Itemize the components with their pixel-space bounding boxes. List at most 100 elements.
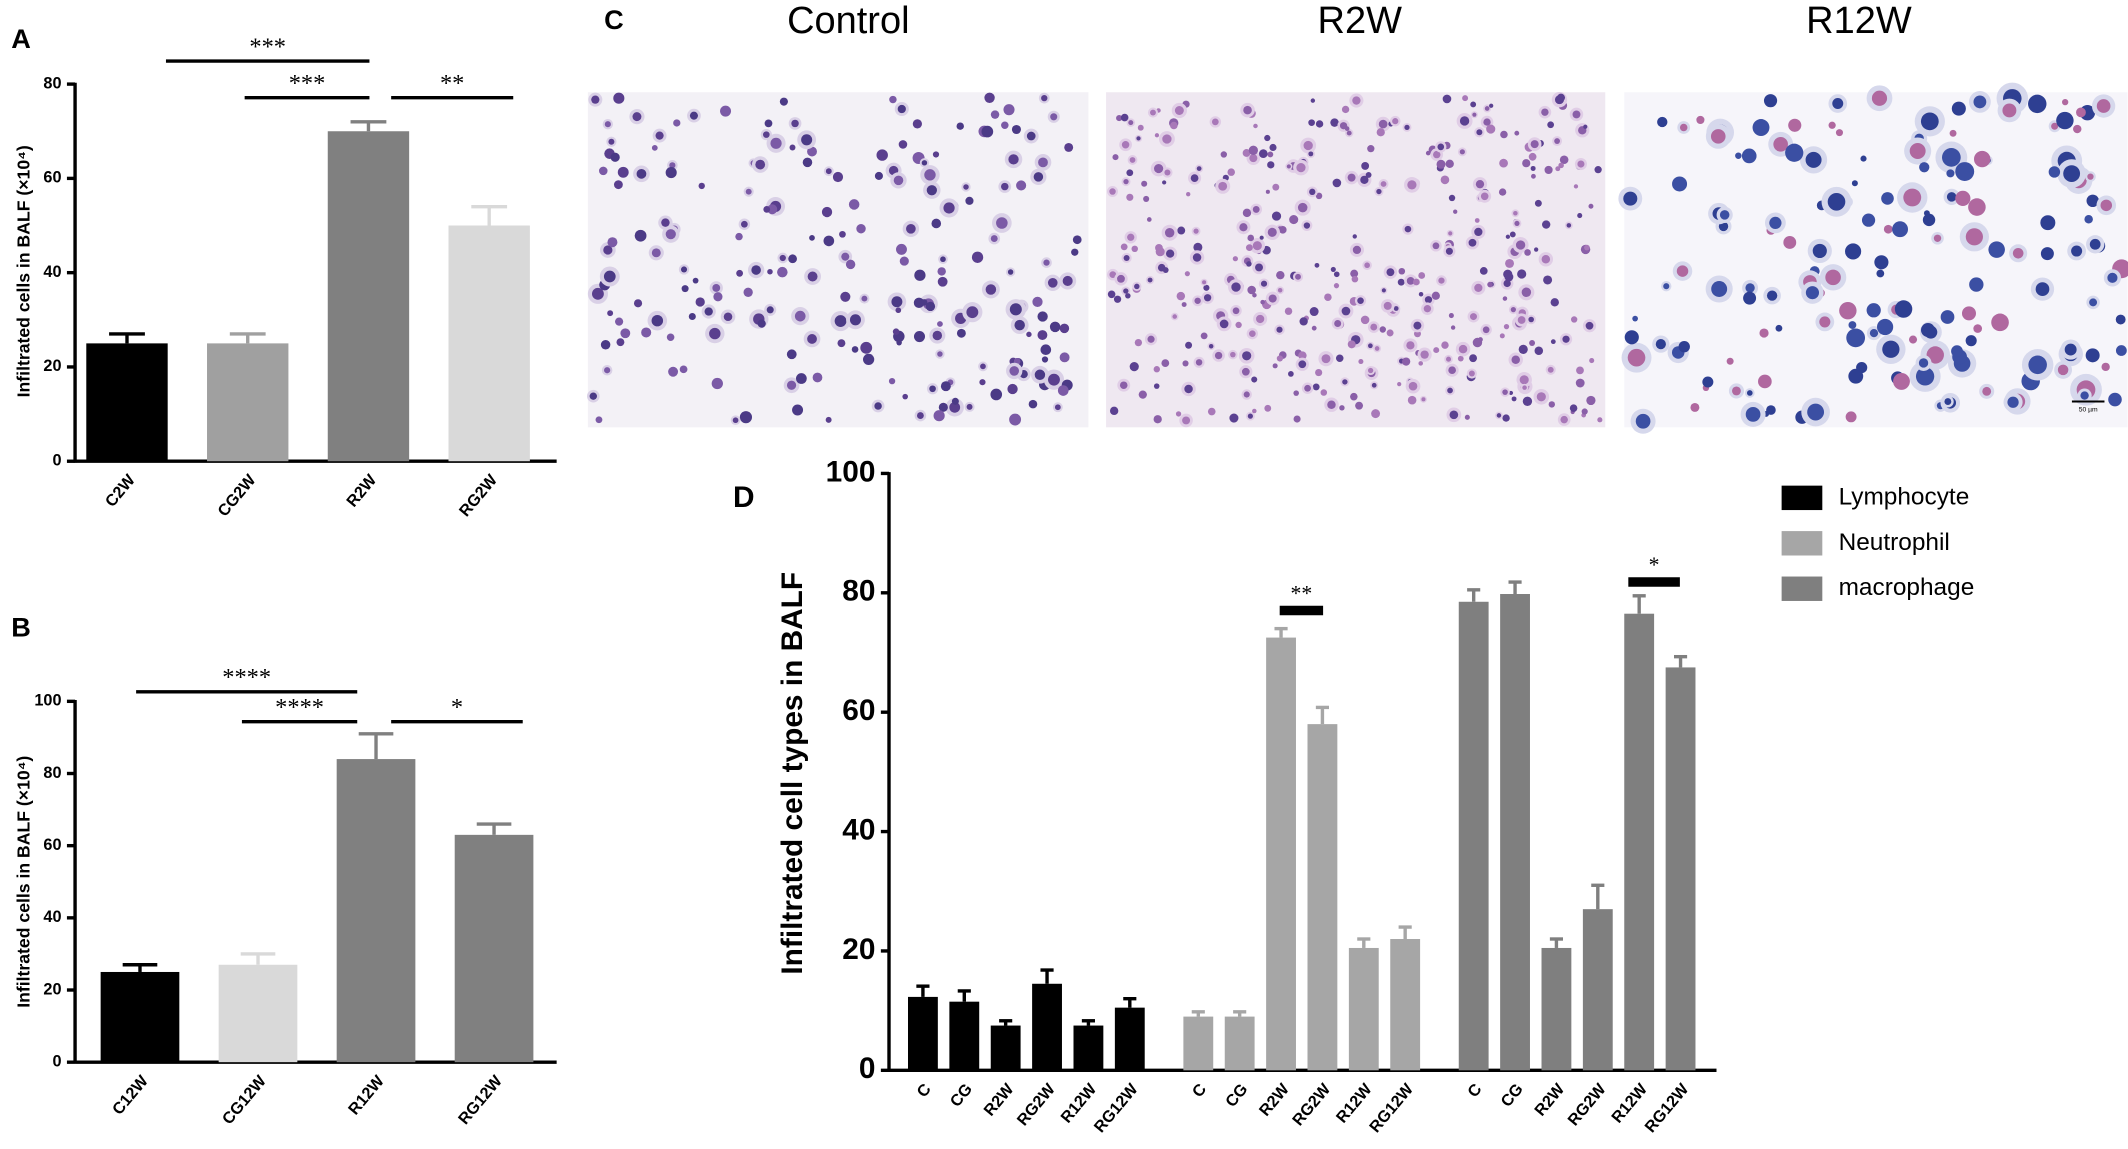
- y-tick-label: 20: [43, 357, 61, 375]
- cell: [1119, 381, 1128, 390]
- cell: [764, 119, 773, 128]
- cell: [1007, 383, 1018, 395]
- cell: [735, 232, 743, 241]
- cell: [1177, 226, 1186, 235]
- cell: [607, 237, 618, 248]
- cell: [1355, 401, 1364, 410]
- x-tick-label: CG: [1497, 1080, 1526, 1110]
- significance-label: **: [1291, 582, 1313, 606]
- cell: [1125, 293, 1131, 299]
- cell: [1008, 154, 1019, 165]
- cell: [990, 235, 998, 243]
- bar: [86, 343, 168, 462]
- cell: [1308, 151, 1314, 157]
- cell: [1940, 310, 1955, 324]
- cell: [1249, 330, 1256, 338]
- cell: [1663, 283, 1670, 290]
- cell: [1536, 392, 1546, 402]
- cell: [1268, 294, 1277, 303]
- error-bar: [1398, 925, 1412, 940]
- cell: [1514, 130, 1520, 136]
- bar: [218, 964, 298, 1063]
- cell: [1504, 272, 1514, 282]
- cell: [632, 112, 642, 122]
- cell: [2086, 194, 2099, 208]
- cell: [1437, 143, 1445, 151]
- cell: [1585, 321, 1594, 330]
- cell: [695, 297, 705, 307]
- cell: [1327, 400, 1336, 409]
- legend-swatch: [1781, 576, 1823, 601]
- cell: [2108, 392, 2122, 407]
- cell: [1153, 383, 1160, 389]
- cell: [613, 92, 625, 104]
- bar: [454, 834, 534, 1063]
- cell: [1973, 324, 1983, 333]
- micrograph-bg: [1106, 92, 1606, 428]
- cell: [1200, 332, 1208, 340]
- cell: [1424, 296, 1433, 304]
- cell: [1154, 163, 1164, 174]
- cell: [1575, 378, 1585, 388]
- legend-swatch: [1781, 531, 1823, 556]
- cell: [2096, 99, 2111, 113]
- cell: [1474, 283, 1483, 292]
- cell: [1308, 119, 1315, 126]
- cell: [1442, 94, 1452, 104]
- cell: [1623, 191, 1638, 206]
- cell: [1505, 234, 1511, 239]
- cell: [990, 388, 1003, 401]
- cell: [1218, 181, 1228, 191]
- cell: [608, 138, 615, 145]
- cell: [1038, 157, 1048, 168]
- cell: [1505, 258, 1515, 268]
- cell: [1360, 175, 1369, 184]
- cell: [1480, 192, 1489, 201]
- cell: [1339, 405, 1345, 411]
- cell: [1320, 389, 1328, 396]
- cell: [1003, 104, 1015, 116]
- cell: [1785, 143, 1804, 162]
- cell: [1766, 405, 1776, 415]
- cell: [720, 105, 732, 117]
- cell: [1009, 413, 1022, 426]
- cell: [956, 328, 966, 338]
- cell: [2040, 247, 2054, 261]
- cell: [1129, 362, 1139, 372]
- cell: [792, 404, 804, 416]
- cell: [1245, 244, 1253, 252]
- panel-label: C: [604, 4, 624, 35]
- y-axis-label: Infiltrated cells in BALF (×10⁴): [14, 145, 34, 397]
- bar: [949, 1001, 980, 1071]
- cell: [874, 171, 883, 180]
- cell: [1457, 355, 1464, 362]
- cell: [1468, 238, 1477, 247]
- cell: [837, 339, 846, 348]
- cell: [1745, 283, 1755, 293]
- cell: [1988, 241, 2005, 258]
- cell: [832, 171, 844, 183]
- cell: [1309, 188, 1316, 196]
- cell: [666, 333, 675, 342]
- bar: [1390, 939, 1421, 1071]
- significance-label: **: [440, 70, 464, 97]
- cell: [1773, 136, 1788, 152]
- cell: [1848, 321, 1857, 329]
- cell: [1298, 351, 1307, 360]
- micrograph-title: R12W: [1806, 0, 1912, 42]
- cell: [1227, 168, 1235, 176]
- cell: [779, 254, 786, 262]
- cell: [1584, 244, 1590, 251]
- cell: [1464, 414, 1470, 420]
- cell: [1286, 164, 1291, 169]
- cell: [1048, 373, 1060, 386]
- cell: [1332, 178, 1342, 188]
- cell: [1476, 129, 1483, 136]
- bar: [1032, 983, 1062, 1071]
- cell: [1357, 297, 1364, 304]
- cell: [1344, 126, 1350, 131]
- cell: [1203, 284, 1210, 291]
- y-tick-label: 60: [842, 694, 875, 727]
- y-axis-label: Infiltrated cells in BALF (×10⁴): [14, 756, 34, 1008]
- y-tick-label: 0: [52, 1052, 61, 1070]
